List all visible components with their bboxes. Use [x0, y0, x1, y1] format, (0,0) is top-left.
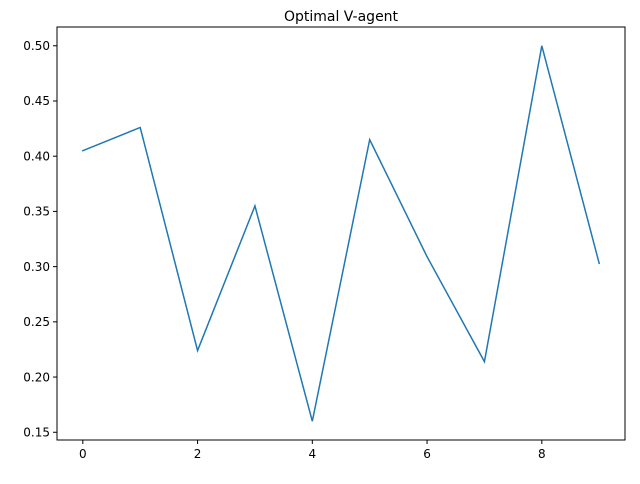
x-tick-label: 0 — [79, 447, 87, 461]
y-tick-label: 0.15 — [23, 425, 50, 439]
y-tick-label: 0.50 — [23, 39, 50, 53]
x-tick-label: 4 — [308, 447, 316, 461]
plot-area — [57, 27, 625, 440]
x-tick-label: 2 — [194, 447, 202, 461]
y-tick-label: 0.40 — [23, 149, 50, 163]
y-tick-label: 0.20 — [23, 370, 50, 384]
x-tick-label: 8 — [538, 447, 546, 461]
y-tick-label: 0.45 — [23, 94, 50, 108]
y-tick-label: 0.35 — [23, 205, 50, 219]
y-tick-label: 0.30 — [23, 260, 50, 274]
y-tick-label: 0.25 — [23, 315, 50, 329]
x-tick-label: 6 — [423, 447, 431, 461]
chart-title: Optimal V-agent — [284, 9, 399, 25]
